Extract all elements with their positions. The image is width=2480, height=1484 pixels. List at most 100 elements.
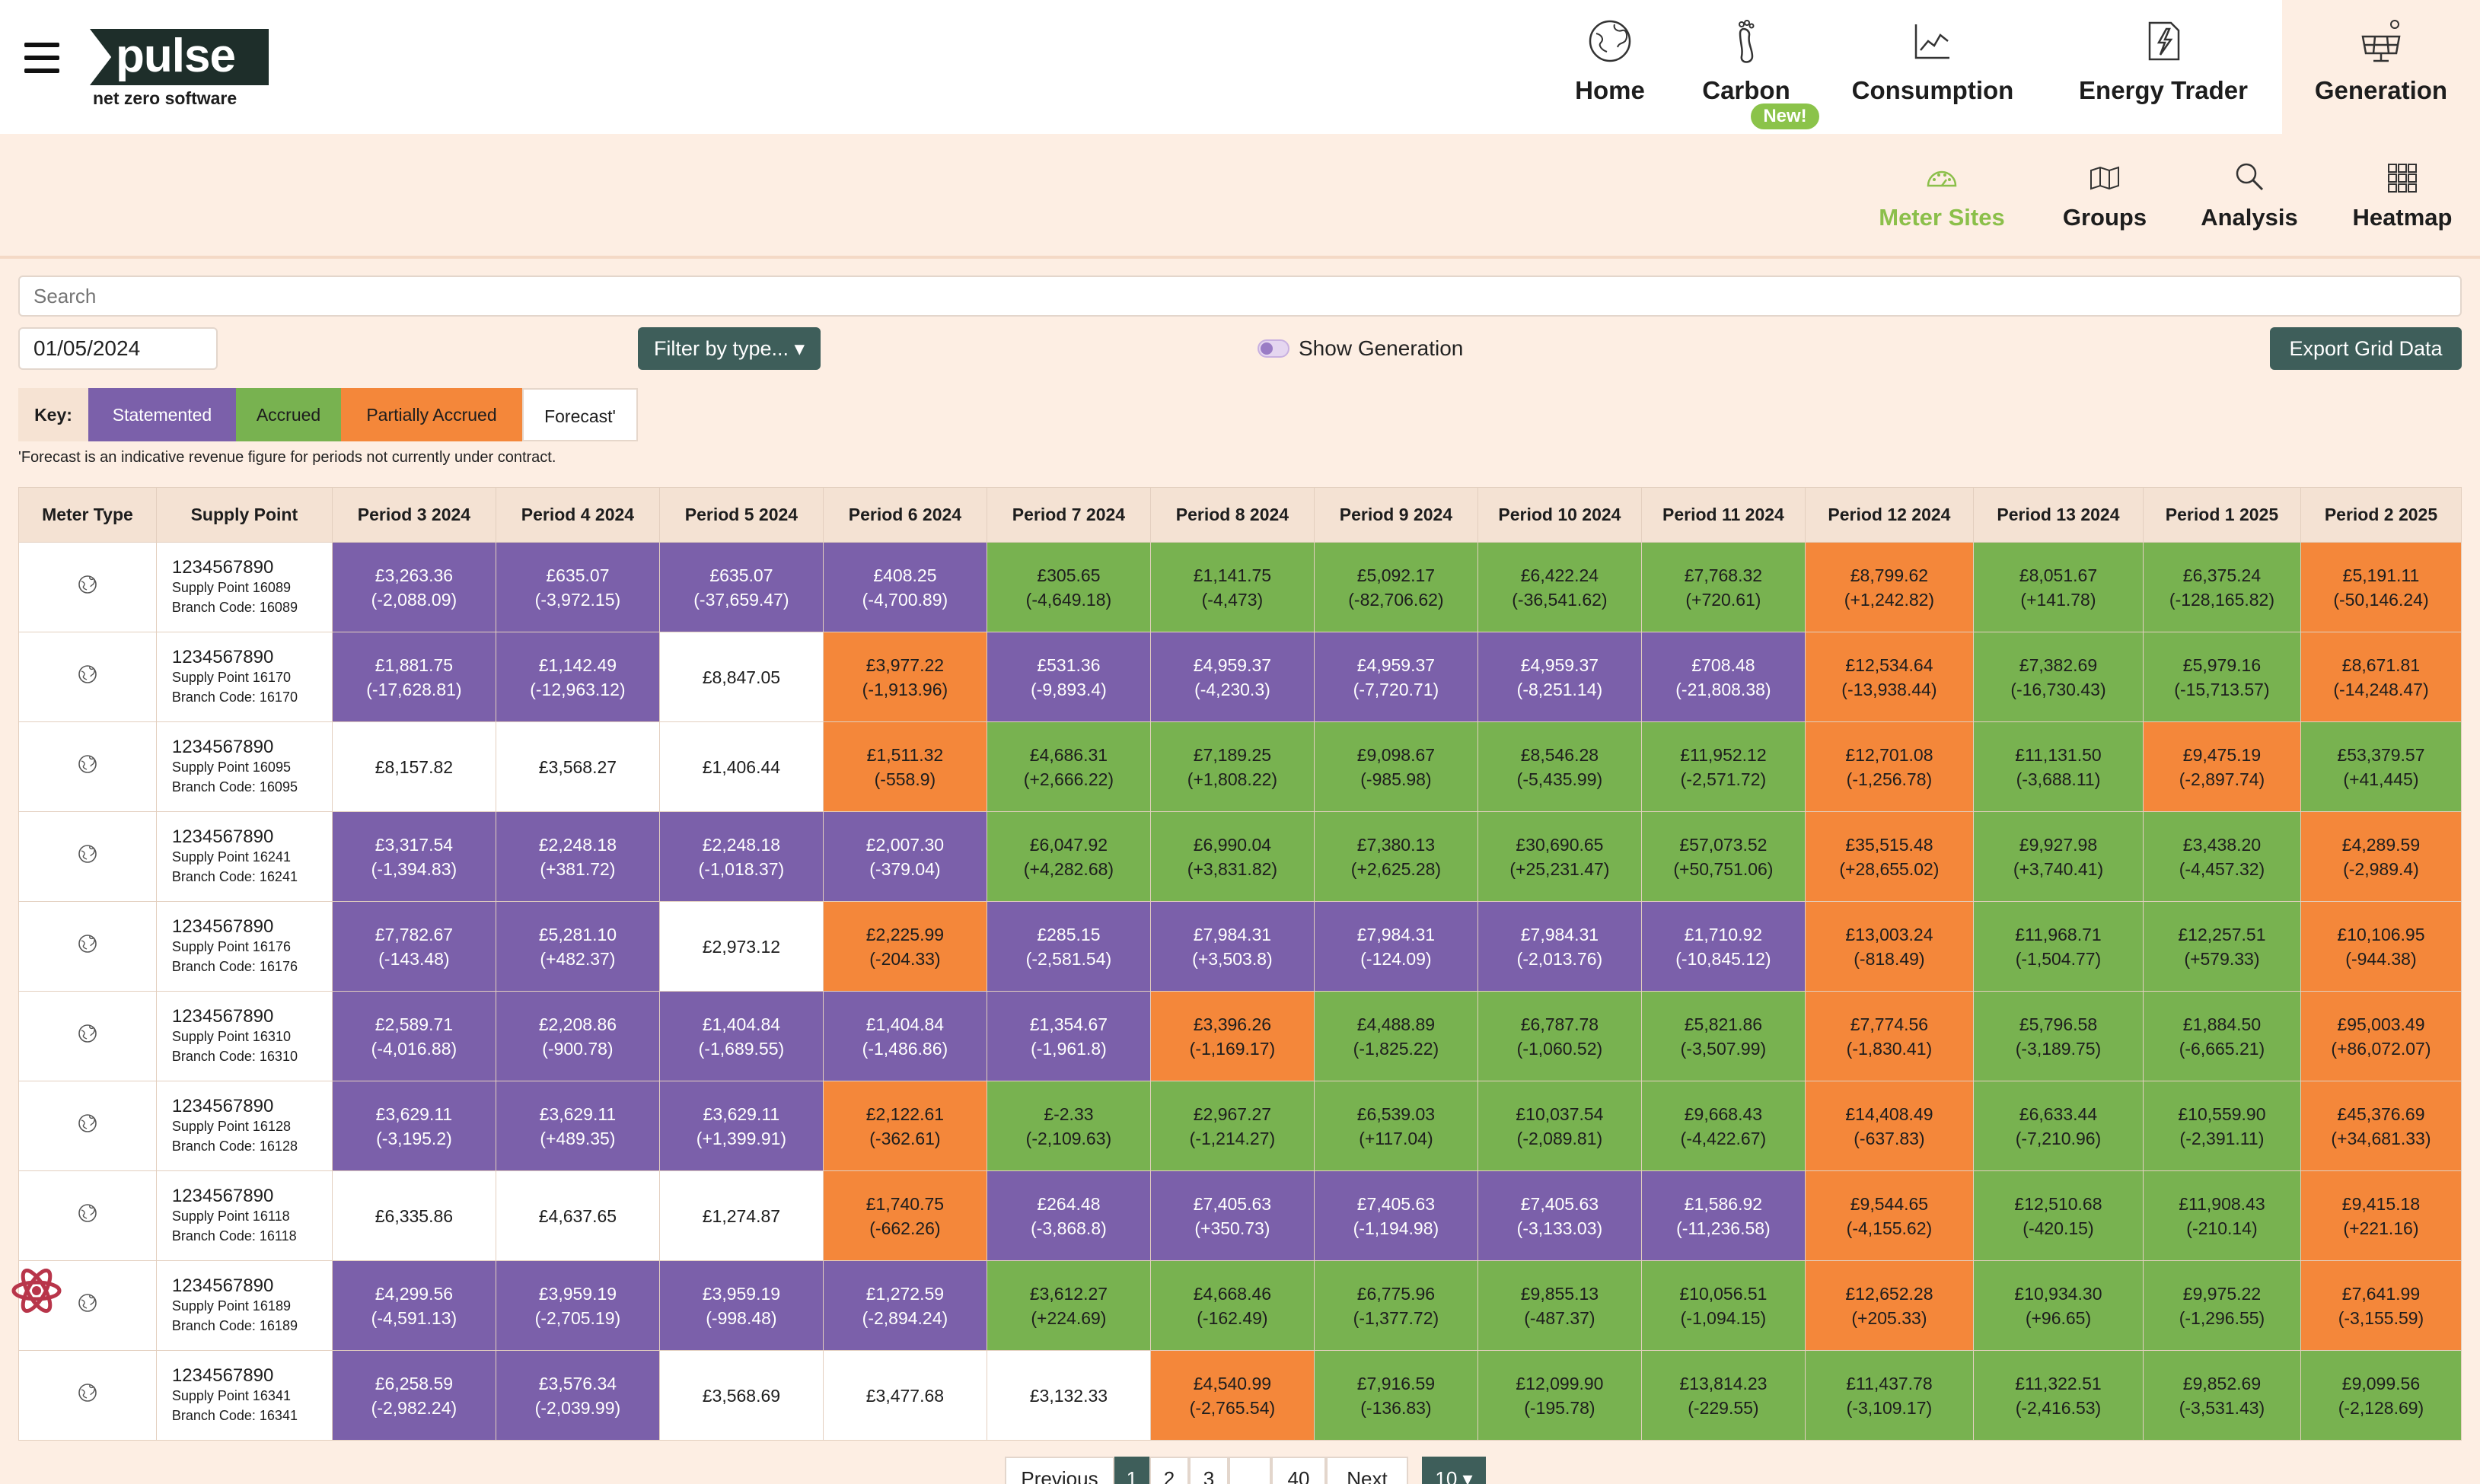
- period-cell[interactable]: £6,335.86: [331, 1170, 496, 1261]
- supply-point-cell[interactable]: 1234567890 Supply Point 16310 Branch Code:…: [155, 991, 333, 1081]
- period-cell[interactable]: £9,855.13 (-487.37): [1477, 1260, 1642, 1351]
- logo[interactable]: [90, 29, 269, 85]
- column-header[interactable]: Period 10 2024: [1477, 487, 1642, 543]
- period-cell[interactable]: £-2.33 (-2,109.63): [986, 1081, 1151, 1171]
- period-cell[interactable]: £5,191.11 (-50,146.24): [2300, 542, 2462, 632]
- period-cell[interactable]: £6,539.03 (+117.04): [1313, 1081, 1478, 1171]
- period-cell[interactable]: £9,544.65 (-4,155.62): [1804, 1170, 1974, 1261]
- period-cell[interactable]: £1,142.49 (-12,963.12): [495, 632, 660, 722]
- period-cell[interactable]: £408.25 (-4,700.89): [822, 542, 987, 632]
- period-cell[interactable]: £6,633.44 (-7,210.96): [1972, 1081, 2144, 1171]
- period-cell[interactable]: £5,092.17 (-82,706.62): [1313, 542, 1478, 632]
- supply-point-cell[interactable]: 1234567890 Supply Point 16089 Branch Code:…: [155, 542, 333, 632]
- period-cell[interactable]: £7,984.31 (+3,503.8): [1149, 901, 1315, 992]
- period-cell[interactable]: £3,438.20 (-4,457.32): [2142, 811, 2301, 902]
- supply-point-cell[interactable]: 1234567890 Supply Point 16176 Branch Code:…: [155, 901, 333, 992]
- period-cell[interactable]: £7,774.56 (-1,830.41): [1804, 991, 1974, 1081]
- period-cell[interactable]: £7,782.67 (-143.48): [331, 901, 496, 992]
- column-header[interactable]: Period 3 2024: [331, 487, 496, 543]
- period-cell[interactable]: £635.07 (-3,972.15): [495, 542, 660, 632]
- column-header[interactable]: Period 4 2024: [495, 487, 660, 543]
- previous-page-button[interactable]: Previous: [1005, 1457, 1114, 1484]
- period-cell[interactable]: £3,576.34 (-2,039.99): [495, 1350, 660, 1441]
- period-cell[interactable]: £11,952.12 (-2,571.72): [1640, 721, 1806, 812]
- show-generation-toggle[interactable]: [1258, 339, 1289, 358]
- period-cell[interactable]: £2,122.61 (-362.61): [822, 1081, 987, 1171]
- subnav-groups[interactable]: Groups: [2048, 149, 2162, 240]
- period-cell[interactable]: £7,984.31 (-2,013.76): [1477, 901, 1642, 992]
- period-cell[interactable]: £264.48 (-3,868.8): [986, 1170, 1151, 1261]
- supply-point-cell[interactable]: 1234567890 Supply Point 16118 Branch Code:…: [155, 1170, 333, 1261]
- period-cell[interactable]: £12,534.64 (-13,938.44): [1804, 632, 1974, 722]
- period-cell[interactable]: £7,641.99 (-3,155.59): [2300, 1260, 2462, 1351]
- period-cell[interactable]: £57,073.52 (+50,751.06): [1640, 811, 1806, 902]
- period-cell[interactable]: £11,322.51 (-2,416.53): [1972, 1350, 2144, 1441]
- period-cell[interactable]: £12,510.68 (-420.15): [1972, 1170, 2144, 1261]
- period-cell[interactable]: £10,934.30 (+96.65): [1972, 1260, 2144, 1351]
- period-cell[interactable]: £1,586.92 (-11,236.58): [1640, 1170, 1806, 1261]
- period-cell[interactable]: £9,099.56 (-2,128.69): [2300, 1350, 2462, 1441]
- period-cell[interactable]: £3,629.11 (-3,195.2): [331, 1081, 496, 1171]
- period-cell[interactable]: £6,258.59 (-2,982.24): [331, 1350, 496, 1441]
- table-row[interactable]: 1234567890 Supply Point 16089 Branch Code:…: [18, 542, 2462, 632]
- period-cell[interactable]: £1,511.32 (-558.9): [822, 721, 987, 812]
- nav-generation[interactable]: Generation: [2282, 0, 2480, 134]
- period-cell[interactable]: £3,396.26 (-1,169.17): [1149, 991, 1315, 1081]
- supply-point-cell[interactable]: 1234567890 Supply Point 16095 Branch Code:…: [155, 721, 333, 812]
- period-cell[interactable]: £11,437.78 (-3,109.17): [1804, 1350, 1974, 1441]
- period-cell[interactable]: £4,299.56 (-4,591.13): [331, 1260, 496, 1351]
- period-cell[interactable]: £7,916.59 (-136.83): [1313, 1350, 1478, 1441]
- filter-by-type-button[interactable]: Filter by type... ▾: [638, 327, 821, 370]
- period-cell[interactable]: £12,652.28 (+205.33): [1804, 1260, 1974, 1351]
- period-cell[interactable]: £14,408.49 (-637.83): [1804, 1081, 1974, 1171]
- table-row[interactable]: 1234567890 Supply Point 16241 Branch Code:…: [18, 811, 2462, 902]
- period-cell[interactable]: £3,568.69: [658, 1350, 824, 1441]
- period-cell[interactable]: £7,380.13 (+2,625.28): [1313, 811, 1478, 902]
- subnav-heatmap[interactable]: Heatmap: [2341, 149, 2463, 240]
- column-header[interactable]: Period 2 2025: [2300, 487, 2462, 543]
- period-cell[interactable]: £12,257.51 (+579.33): [2142, 901, 2301, 992]
- column-header[interactable]: Period 9 2024: [1313, 487, 1478, 543]
- period-cell[interactable]: £8,051.67 (+141.78): [1972, 542, 2144, 632]
- nav-carbon[interactable]: Carbon: [1685, 0, 1807, 134]
- period-cell[interactable]: £7,405.63 (-3,133.03): [1477, 1170, 1642, 1261]
- period-cell[interactable]: £3,132.33: [986, 1350, 1151, 1441]
- table-row[interactable]: 1234567890 Supply Point 16176 Branch Code:…: [18, 901, 2462, 992]
- nav-consumption[interactable]: Consumption: [1838, 0, 2028, 134]
- period-cell[interactable]: £35,515.48 (+28,655.02): [1804, 811, 1974, 902]
- period-cell[interactable]: £6,422.24 (-36,541.62): [1477, 542, 1642, 632]
- period-cell[interactable]: £9,415.18 (+221.16): [2300, 1170, 2462, 1261]
- period-cell[interactable]: £8,157.82: [331, 721, 496, 812]
- nav-home[interactable]: Home: [1560, 0, 1659, 134]
- period-cell[interactable]: £635.07 (-37,659.47): [658, 542, 824, 632]
- period-cell[interactable]: £3,977.22 (-1,913.96): [822, 632, 987, 722]
- period-cell[interactable]: £7,405.63 (-1,194.98): [1313, 1170, 1478, 1261]
- period-cell[interactable]: £10,037.54 (-2,089.81): [1477, 1081, 1642, 1171]
- period-cell[interactable]: £9,098.67 (-985.98): [1313, 721, 1478, 812]
- column-header[interactable]: Period 7 2024: [986, 487, 1151, 543]
- column-header[interactable]: Period 1 2025: [2142, 487, 2301, 543]
- page-size-select[interactable]: 10 ▾: [1422, 1457, 1486, 1484]
- period-cell[interactable]: £3,959.19 (-2,705.19): [495, 1260, 660, 1351]
- column-header[interactable]: Meter Type: [18, 487, 157, 543]
- table-row[interactable]: 1234567890 Supply Point 16341 Branch Code:…: [18, 1350, 2462, 1441]
- period-cell[interactable]: £11,968.71 (-1,504.77): [1972, 901, 2144, 992]
- period-cell[interactable]: £6,047.92 (+4,282.68): [986, 811, 1151, 902]
- page-button[interactable]: 40: [1271, 1457, 1326, 1484]
- period-cell[interactable]: £4,668.46 (-162.49): [1149, 1260, 1315, 1351]
- period-cell[interactable]: £1,881.75 (-17,628.81): [331, 632, 496, 722]
- period-cell[interactable]: £9,975.22 (-1,296.55): [2142, 1260, 2301, 1351]
- date-input[interactable]: [18, 327, 218, 370]
- period-cell[interactable]: £6,775.96 (-1,377.72): [1313, 1260, 1478, 1351]
- column-header[interactable]: Period 6 2024: [822, 487, 987, 543]
- period-cell[interactable]: £10,106.95 (-944.38): [2300, 901, 2462, 992]
- column-header[interactable]: Period 11 2024: [1640, 487, 1806, 543]
- supply-point-cell[interactable]: 1234567890 Supply Point 16341 Branch Code:…: [155, 1350, 333, 1441]
- period-cell[interactable]: £708.48 (-21,808.38): [1640, 632, 1806, 722]
- period-cell[interactable]: £11,131.50 (-3,688.11): [1972, 721, 2144, 812]
- period-cell[interactable]: £3,263.36 (-2,088.09): [331, 542, 496, 632]
- period-cell[interactable]: £4,289.59 (-2,989.4): [2300, 811, 2462, 902]
- period-cell[interactable]: £3,629.11 (+1,399.91): [658, 1081, 824, 1171]
- table-row[interactable]: 1234567890 Supply Point 16095 Branch Code:…: [18, 721, 2462, 812]
- period-cell[interactable]: £3,317.54 (-1,394.83): [331, 811, 496, 902]
